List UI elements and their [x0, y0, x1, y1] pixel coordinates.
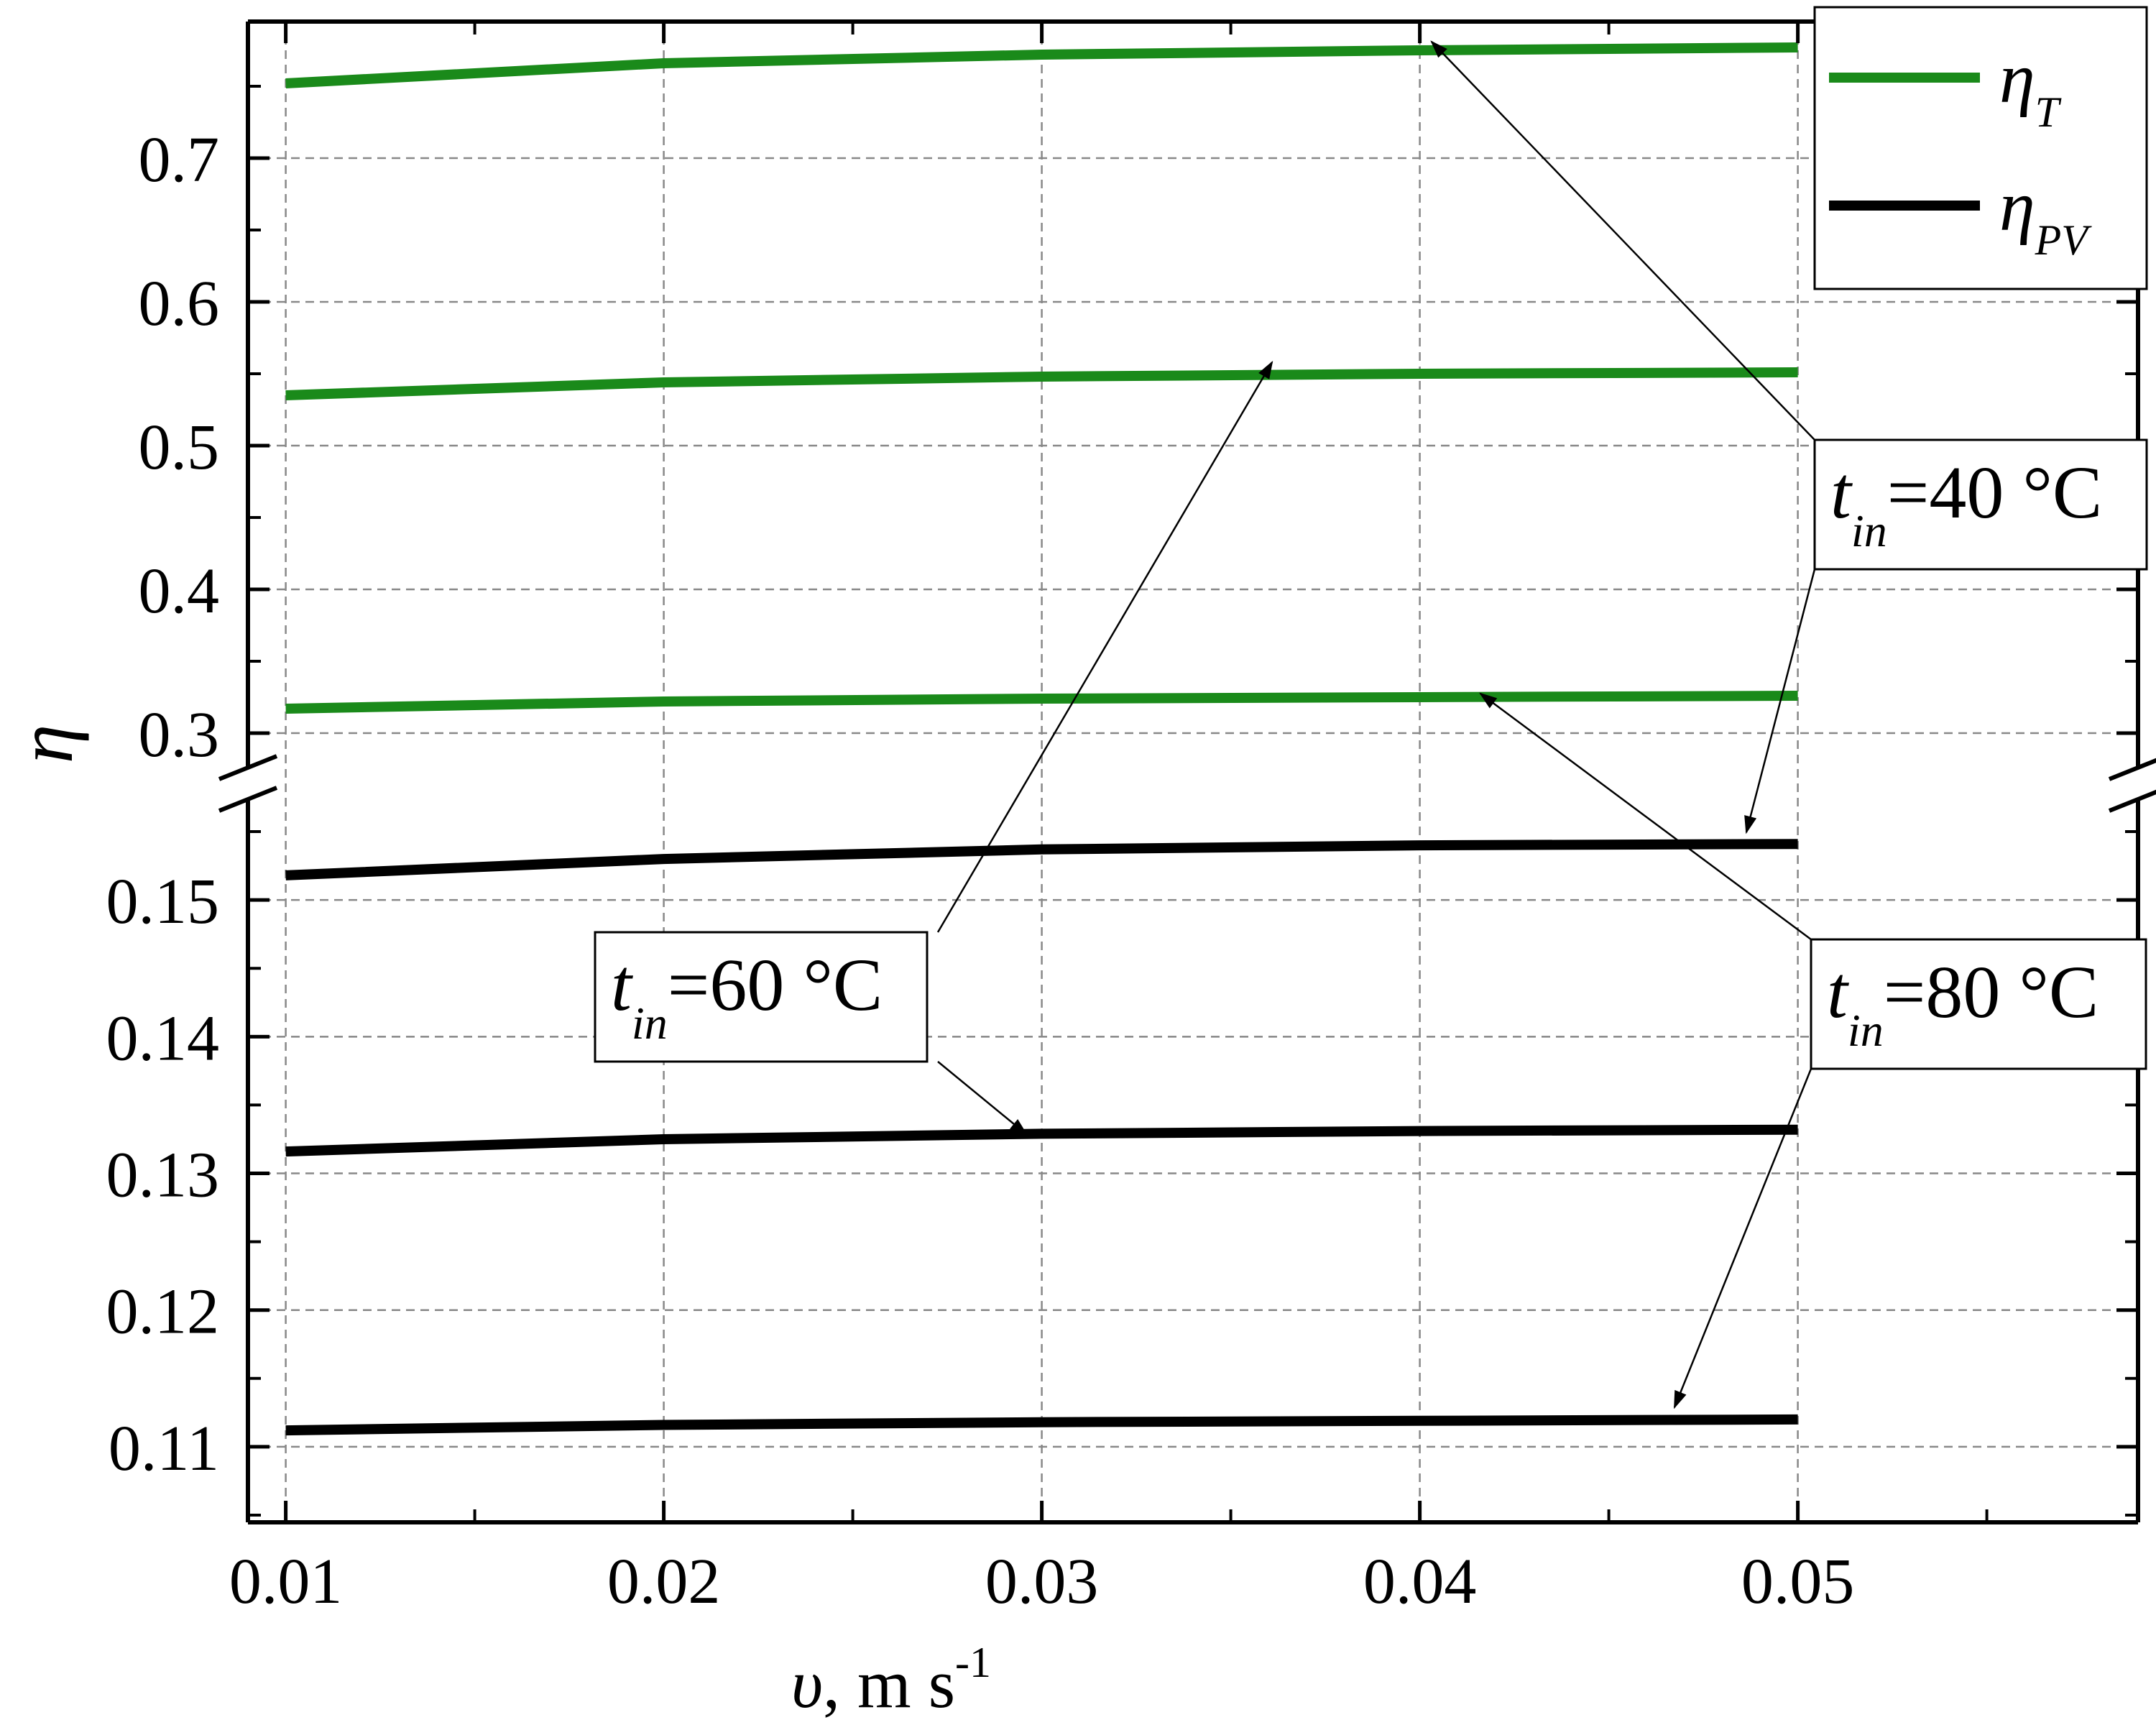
annotation-arrow — [937, 1061, 1028, 1136]
axis-break-mark — [218, 754, 278, 781]
annotation-value: =80 °C — [1884, 951, 2099, 1034]
axis-break-mark — [2108, 758, 2156, 781]
axis-ticks: 0.01 0.02 0.03 0.04 0.05 0.3 0.4 0.5 0.6 0.7 0.11 0… — [106, 22, 2138, 1617]
x-tick-label: 0.01 — [229, 1546, 343, 1617]
annotation-arrow — [936, 360, 1273, 933]
annotation-label: tin=60 °C — [611, 944, 883, 1049]
y-tick-label: 0.5 — [139, 412, 220, 483]
series-line-eta-T-2 — [285, 691, 1798, 714]
annotation-sub: in — [1851, 505, 1887, 556]
series-line-eta-PV-4 — [285, 1124, 1798, 1157]
y-tick-label: 0.14 — [106, 1003, 220, 1074]
y-tick-label: 0.12 — [106, 1276, 220, 1348]
series-line-eta-T-1 — [285, 367, 1798, 400]
annotation-arrow — [1673, 1068, 1812, 1409]
plot-frame — [218, 19, 2156, 1524]
legend-box — [1813, 6, 2148, 290]
annotation-sub: in — [632, 998, 668, 1049]
x-tick-label: 0.02 — [607, 1546, 721, 1617]
y-tick-label: 0.11 — [109, 1413, 219, 1484]
x-tick-label: 0.05 — [1741, 1546, 1855, 1617]
annotation-arrow — [1478, 692, 1812, 941]
legend: ηT ηPV — [1813, 6, 2148, 290]
legend-label-eta-T: ηT — [1999, 38, 2062, 136]
annotation-label: tin=40 °C — [1830, 451, 2102, 556]
data-series — [285, 42, 1798, 1436]
annotation-italic: t — [1827, 951, 1849, 1034]
x-tick-label: 0.03 — [985, 1546, 1099, 1617]
x-axis-label: υ, m s-1 — [791, 1639, 991, 1722]
annotation-label: tin=80 °C — [1827, 951, 2099, 1056]
legend-label-eta-PV: ηPV — [1999, 166, 2092, 264]
axis-break-mark — [218, 786, 278, 813]
y-tick-label: 0.6 — [139, 268, 220, 339]
annotation-italic: t — [1830, 451, 1853, 534]
y-tick-label: 0.3 — [139, 699, 220, 770]
annotation-arrow — [1744, 569, 1816, 834]
series-line-eta-T-0 — [285, 42, 1798, 88]
x-axis-unit: , m s — [823, 1645, 955, 1722]
annotation-arrow — [1430, 40, 1815, 441]
x-tick-label: 0.04 — [1363, 1546, 1477, 1617]
x-axis-symbol: υ — [791, 1645, 823, 1722]
series-line-eta-PV-3 — [285, 839, 1798, 880]
annotation-2: tin=60 °C — [594, 360, 1273, 1136]
y-tick-label: 0.4 — [139, 556, 220, 627]
y-tick-label: 0.13 — [106, 1140, 220, 1211]
annotation-value: =40 °C — [1887, 451, 2103, 534]
annotation-box — [1813, 438, 2148, 571]
annotation-1: tin=40 °C — [1430, 40, 2148, 834]
annotation-value: =60 °C — [668, 944, 883, 1026]
x-axis-exponent: -1 — [955, 1639, 991, 1686]
y-tick-label: 0.7 — [139, 124, 220, 196]
series-line-eta-PV-5 — [285, 1414, 1798, 1436]
annotation-italic: t — [611, 944, 633, 1026]
y-axis-label: η — [1, 724, 89, 764]
y-tick-label: 0.15 — [106, 866, 220, 937]
annotation-sub: in — [1848, 1005, 1884, 1056]
axis-break-mark — [2108, 789, 2156, 813]
annotation-box — [1810, 938, 2147, 1070]
annotation-3: tin=80 °C — [1478, 692, 2147, 1409]
annotation-box — [594, 931, 929, 1063]
